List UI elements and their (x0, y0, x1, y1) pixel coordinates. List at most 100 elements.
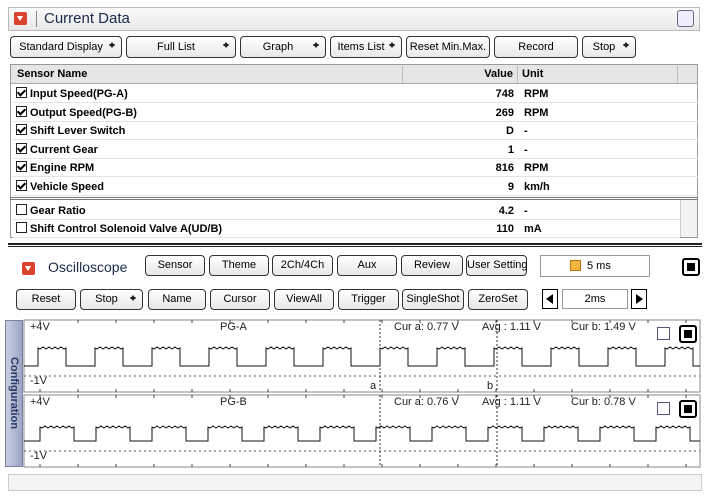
channel-icon[interactable] (679, 400, 697, 418)
splitter[interactable] (8, 243, 702, 247)
average-value: Avg : 1.11 V (482, 396, 541, 408)
section-title: Current Data (44, 10, 130, 27)
osc-control[interactable]: Name (148, 289, 206, 310)
sensor-label: Vehicle Speed (30, 180, 104, 193)
channel-panel (23, 319, 701, 393)
toolbar-button[interactable]: Standard Display (10, 36, 122, 58)
toolbar-button[interactable]: Graph (240, 36, 326, 58)
prev-button[interactable] (542, 289, 558, 309)
toolbar-button[interactable]: Full List (126, 36, 236, 58)
sensor-value: 4.2 (405, 202, 518, 220)
sensor-label: Input Speed(PG-A) (30, 88, 128, 100)
sensor-unit: - (518, 202, 680, 220)
collapse-icon[interactable] (14, 12, 27, 25)
checkbox[interactable] (16, 204, 27, 215)
checkbox[interactable] (16, 124, 27, 135)
icon-button[interactable] (682, 258, 700, 276)
sensor-unit: - (518, 141, 698, 159)
osc-control[interactable]: Trigger (338, 289, 399, 310)
osc-button[interactable]: 2Ch/4Ch (272, 255, 333, 276)
sensor-unit: RPM (518, 159, 698, 177)
sensor-label: Gear Ratio (30, 205, 86, 217)
next-button[interactable] (631, 289, 647, 309)
checkbox[interactable] (16, 179, 27, 191)
osc-control[interactable]: Cursor (210, 289, 270, 310)
scrollbar[interactable] (680, 200, 697, 237)
osc-control[interactable]: ViewAll (274, 289, 334, 310)
scale-bottom: -1V (30, 375, 48, 387)
osc-button[interactable]: Sensor (145, 255, 205, 276)
window-button[interactable] (677, 10, 694, 27)
sensor-name: Gear Ratio (13, 202, 405, 220)
osc-button[interactable]: User Setting (466, 255, 528, 276)
time-box[interactable]: 5 ms (540, 255, 650, 277)
sensor-name: Input Speed(PG-A) (13, 85, 405, 103)
sensor-label: Engine RPM (30, 162, 95, 174)
osc-control[interactable]: SingleShot (402, 289, 464, 310)
title-bar (8, 7, 700, 31)
osc-button[interactable]: Theme (209, 255, 269, 276)
channel-checkbox[interactable] (657, 402, 670, 415)
sensor-unit: RPM (518, 85, 698, 103)
divider (36, 11, 37, 27)
osc-control[interactable]: ZeroSet (468, 289, 528, 310)
h-scrollbar[interactable] (8, 474, 702, 491)
sensor-name: Vehicle Speed (13, 178, 405, 196)
column-header: Sensor Name (13, 66, 403, 83)
waveform (24, 425, 700, 442)
toolbar-button[interactable]: Items List (330, 36, 402, 58)
sensor-value: 269 (405, 104, 518, 122)
sensor-value: 1 (405, 141, 518, 159)
sensor-name: Output Speed(PG-B) (13, 104, 405, 122)
sensor-unit: mA (518, 220, 680, 238)
table-divider (10, 197, 698, 200)
sensor-value: 110 (405, 220, 518, 238)
sensor-value: D (405, 122, 518, 140)
side-tab[interactable] (5, 320, 23, 467)
checkbox[interactable] (16, 87, 27, 98)
sensor-unit: - (518, 122, 698, 140)
average-value: Avg : 1.11 V (482, 321, 541, 333)
sensor-value: 9 (405, 178, 518, 196)
checkbox[interactable] (16, 222, 27, 233)
osc-button[interactable]: Review (401, 255, 463, 276)
channel-name: PG-B (220, 396, 247, 408)
channel-checkbox[interactable] (657, 327, 670, 340)
sensor-unit: RPM (518, 104, 698, 122)
osc-control[interactable]: Stop (80, 289, 143, 310)
checkbox[interactable] (16, 105, 27, 117)
scale-top: +4V (30, 396, 50, 408)
sensor-label: Current Gear (30, 143, 98, 156)
osc-button[interactable]: Aux (337, 255, 397, 276)
table-header (11, 65, 697, 84)
sensor-name: Shift Lever Switch (13, 122, 405, 140)
cursor-label: b (487, 380, 494, 392)
cursor-label: a (370, 380, 377, 392)
channel-panel (23, 394, 701, 468)
toolbar-button[interactable]: Reset Min.Max. (406, 36, 490, 58)
channel-icon[interactable] (679, 325, 697, 343)
cursor-a-value: Cur a: 0.77 V (394, 321, 459, 333)
waveform (24, 346, 700, 367)
sensor-label: Shift Control Solenoid Valve A(UD/B) (30, 223, 223, 235)
sensor-name: Current Gear (13, 141, 405, 159)
checkbox[interactable] (16, 161, 27, 172)
channel-name: PG-A (220, 321, 247, 333)
osc-control[interactable]: Reset (16, 289, 76, 310)
cursor-b-value: Cur b: 0.78 V (571, 396, 636, 408)
scale-top: +4V (30, 321, 50, 333)
toolbar-button[interactable]: Stop (582, 36, 636, 58)
sensor-unit: km/h (518, 178, 698, 196)
sensor-value: 816 (405, 159, 518, 177)
toolbar-button[interactable]: Record (494, 36, 578, 58)
sensor-value: 748 (405, 85, 518, 103)
sensor-label: Shift Lever Switch (30, 125, 126, 137)
sensor-label: Output Speed(PG-B) (30, 106, 137, 119)
collapse-icon[interactable] (22, 262, 35, 275)
zoom-box[interactable]: 2ms (562, 289, 628, 309)
osc-title: Oscilloscope (48, 259, 128, 275)
checkbox[interactable] (16, 142, 27, 154)
scale-bottom: -1V (30, 450, 48, 462)
